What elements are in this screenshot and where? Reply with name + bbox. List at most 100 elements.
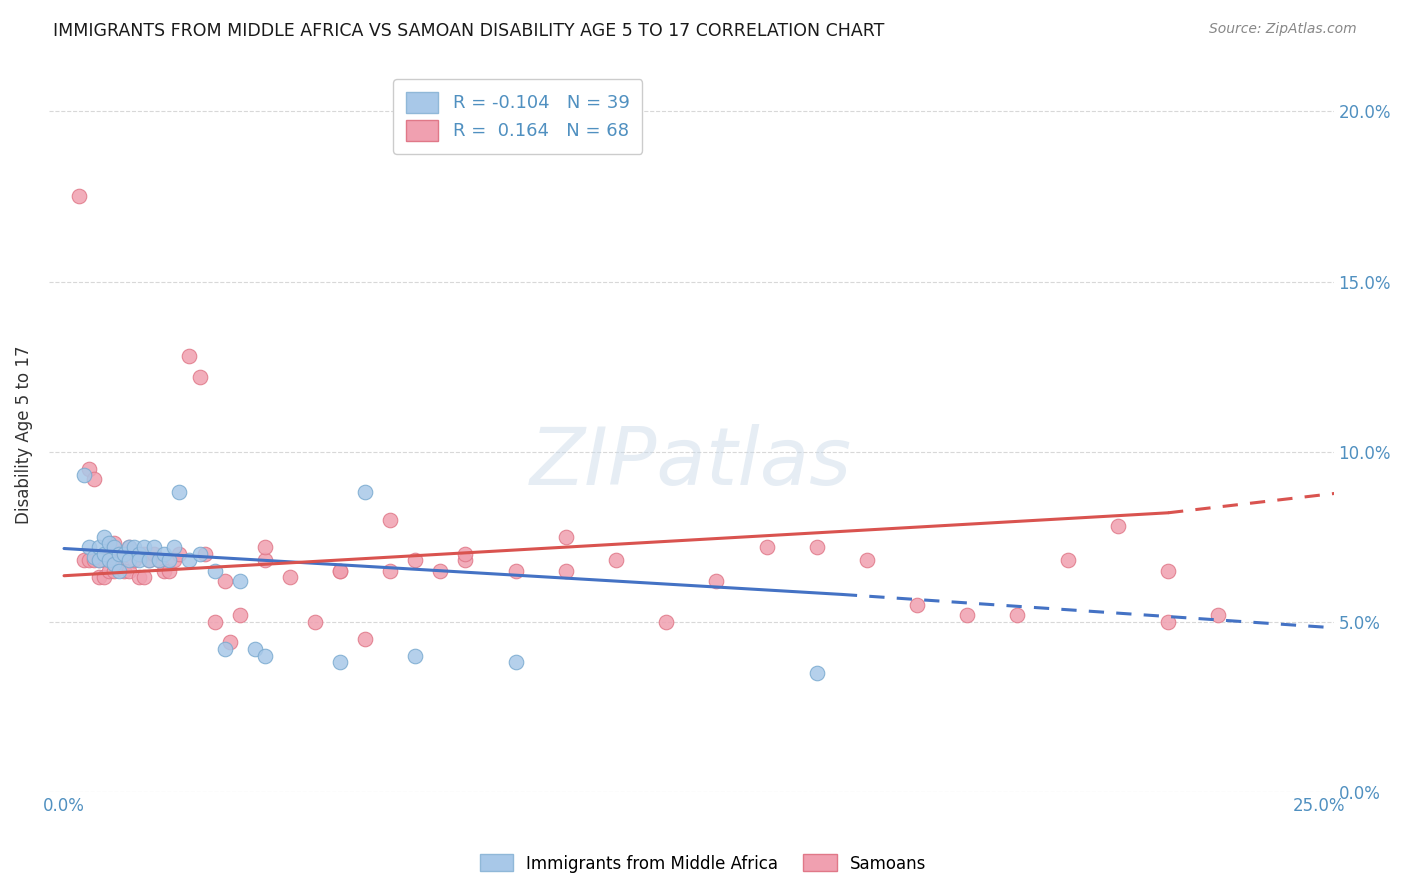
Point	[118, 540, 141, 554]
Point	[228, 607, 250, 622]
Point	[243, 641, 266, 656]
Point	[1206, 607, 1229, 622]
Point	[505, 656, 527, 670]
Point	[454, 553, 477, 567]
Point	[77, 461, 100, 475]
Point	[128, 547, 150, 561]
Point	[153, 564, 176, 578]
Point	[138, 553, 160, 567]
Point	[806, 540, 828, 554]
Point	[103, 564, 125, 578]
Point	[118, 553, 141, 567]
Point	[138, 553, 160, 567]
Point	[304, 615, 326, 629]
Point	[1157, 564, 1180, 578]
Point	[1107, 519, 1129, 533]
Point	[73, 553, 96, 567]
Point	[128, 553, 150, 567]
Point	[429, 564, 451, 578]
Point	[108, 564, 131, 578]
Point	[218, 635, 240, 649]
Point	[93, 530, 115, 544]
Point	[214, 574, 236, 588]
Point	[157, 564, 180, 578]
Point	[83, 472, 105, 486]
Point	[93, 547, 115, 561]
Point	[354, 632, 377, 646]
Point	[179, 349, 201, 363]
Point	[98, 536, 121, 550]
Point	[77, 540, 100, 554]
Point	[354, 485, 377, 500]
Point	[228, 574, 250, 588]
Point	[108, 547, 131, 561]
Point	[89, 570, 111, 584]
Point	[89, 553, 111, 567]
Point	[134, 540, 156, 554]
Point	[278, 570, 301, 584]
Point	[856, 553, 879, 567]
Point	[73, 468, 96, 483]
Point	[157, 553, 180, 567]
Point	[253, 648, 276, 663]
Point	[605, 553, 627, 567]
Point	[103, 536, 125, 550]
Point	[169, 547, 191, 561]
Point	[89, 553, 111, 567]
Point	[98, 547, 121, 561]
Point	[124, 540, 146, 554]
Point	[1056, 553, 1078, 567]
Point	[112, 564, 135, 578]
Point	[380, 564, 402, 578]
Point	[905, 598, 928, 612]
Point	[169, 485, 191, 500]
Point	[112, 547, 135, 561]
Point	[163, 553, 186, 567]
Point	[404, 648, 426, 663]
Point	[755, 540, 778, 554]
Point	[806, 665, 828, 680]
Point	[454, 547, 477, 561]
Point	[1157, 615, 1180, 629]
Point	[108, 553, 131, 567]
Point	[554, 530, 576, 544]
Point	[380, 513, 402, 527]
Point	[655, 615, 678, 629]
Point	[329, 564, 352, 578]
Point	[554, 564, 576, 578]
Point	[124, 553, 146, 567]
Point	[404, 553, 426, 567]
Point	[89, 540, 111, 554]
Point	[148, 553, 170, 567]
Point	[706, 574, 728, 588]
Point	[193, 547, 215, 561]
Point	[329, 656, 352, 670]
Legend: R = -0.104   N = 39, R =  0.164   N = 68: R = -0.104 N = 39, R = 0.164 N = 68	[394, 79, 643, 153]
Point	[134, 570, 156, 584]
Point	[505, 564, 527, 578]
Point	[253, 553, 276, 567]
Point	[93, 570, 115, 584]
Text: ZIPatlas: ZIPatlas	[530, 424, 852, 502]
Point	[143, 547, 166, 561]
Point	[118, 564, 141, 578]
Point	[112, 547, 135, 561]
Point	[98, 564, 121, 578]
Point	[253, 540, 276, 554]
Point	[103, 540, 125, 554]
Point	[329, 564, 352, 578]
Point	[67, 189, 90, 203]
Point	[214, 641, 236, 656]
Point	[128, 570, 150, 584]
Legend: Immigrants from Middle Africa, Samoans: Immigrants from Middle Africa, Samoans	[472, 847, 934, 880]
Point	[83, 553, 105, 567]
Point	[204, 564, 226, 578]
Point	[148, 553, 170, 567]
Point	[83, 549, 105, 564]
Point	[1007, 607, 1029, 622]
Y-axis label: Disability Age 5 to 17: Disability Age 5 to 17	[15, 345, 32, 524]
Point	[128, 547, 150, 561]
Point	[134, 547, 156, 561]
Point	[188, 547, 211, 561]
Point	[77, 553, 100, 567]
